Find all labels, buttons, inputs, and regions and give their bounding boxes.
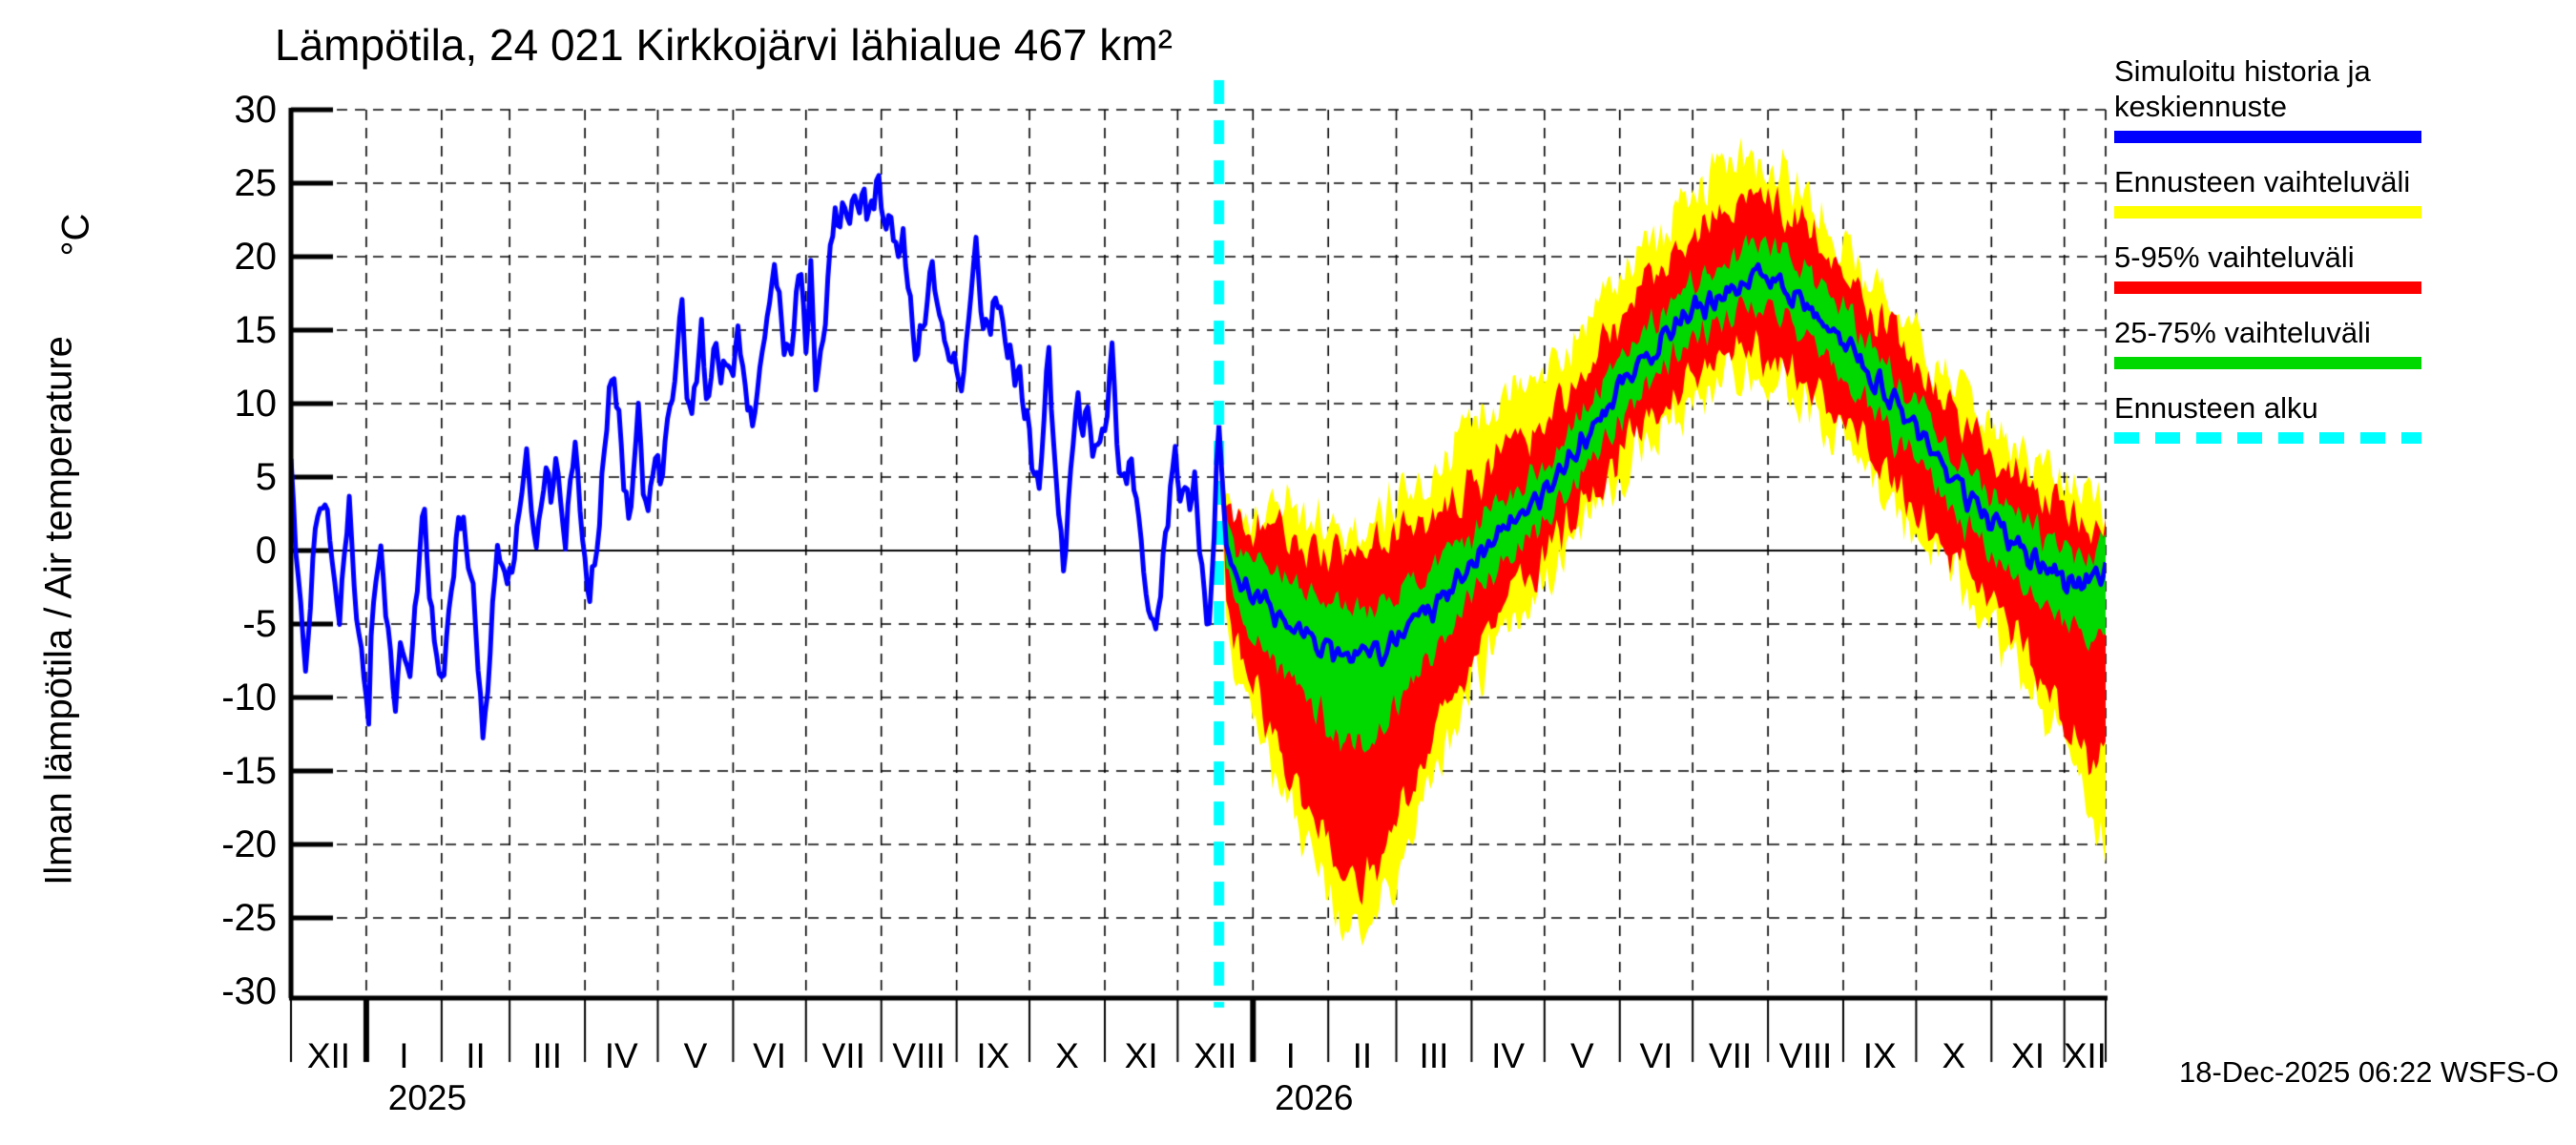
y-tick-label: -25 [221, 897, 277, 939]
y-tick-label: -5 [242, 603, 277, 645]
month-label: I [1285, 1036, 1296, 1075]
year-label: 2026 [1275, 1078, 1354, 1117]
timestamp: 18-Dec-2025 06:22 WSFS-O [2178, 1055, 2559, 1089]
month-label: V [1569, 1036, 1594, 1075]
y-tick-label: 0 [255, 530, 277, 572]
y-tick-label: 25 [234, 162, 278, 204]
month-label: X [1055, 1036, 1079, 1075]
legend-swatch-forecast-range [2114, 206, 2421, 219]
year-label: 2025 [387, 1078, 467, 1117]
legend-swatch-history-line [2114, 131, 2421, 143]
legend-swatch-5-95 [2114, 281, 2421, 294]
y-tick-label: 20 [234, 236, 278, 278]
month-label: III [1419, 1036, 1449, 1075]
y-tick-label: 15 [234, 309, 278, 351]
month-label: XII [1194, 1036, 1237, 1075]
legend-label-forecast-start: Ennusteen alku [2114, 391, 2318, 425]
legend: Simuloitu historia ja keskiennuste Ennust… [2114, 53, 2563, 444]
month-label: VI [753, 1036, 787, 1075]
y-tick-label: 30 [234, 89, 278, 131]
y-tick-label: -20 [221, 823, 277, 865]
month-label: IX [976, 1036, 1010, 1075]
legend-label-5-95: 5-95% vaihteluväli [2114, 240, 2355, 274]
month-label: VI [1639, 1036, 1673, 1075]
month-label: XI [1124, 1036, 1158, 1075]
month-label: XII [306, 1036, 351, 1075]
legend-label-25-75: 25-75% vaihteluväli [2114, 316, 2371, 349]
month-label: X [1942, 1036, 1966, 1075]
y-tick-label: -30 [221, 970, 277, 1012]
legend-label-history: Simuloitu historia ja keskiennuste [2114, 54, 2371, 123]
y-axis-title: Ilman lämpötila / Air temperature [37, 336, 80, 885]
legend-swatch-forecast-start-dashed [2114, 432, 2421, 444]
legend-label-forecast-range: Ennusteen vaihteluväli [2114, 165, 2411, 198]
month-label: VIII [1778, 1036, 1833, 1075]
month-label: VII [821, 1036, 865, 1075]
month-label: V [683, 1036, 708, 1075]
month-label: VII [1708, 1036, 1753, 1075]
y-tick-label: 5 [255, 456, 277, 498]
y-tick-label: -15 [221, 750, 277, 792]
month-label: IV [604, 1036, 638, 1075]
month-label: II [1352, 1036, 1373, 1075]
month-label: VIII [892, 1036, 945, 1075]
month-label: XII [2063, 1036, 2107, 1075]
y-tick-label: -10 [221, 677, 277, 718]
month-label: IV [1491, 1036, 1526, 1075]
y-tick-label: 10 [234, 383, 278, 425]
month-label: XI [2011, 1036, 2045, 1075]
month-label: IX [1862, 1036, 1897, 1075]
legend-swatch-25-75 [2114, 357, 2421, 369]
y-axis-unit: °C [54, 213, 97, 257]
month-label: II [466, 1036, 486, 1075]
chart-title: Lämpötila, 24 021 Kirkkojärvi lähialue 4… [275, 20, 1173, 70]
month-label: III [532, 1036, 563, 1075]
month-label: I [399, 1036, 409, 1075]
